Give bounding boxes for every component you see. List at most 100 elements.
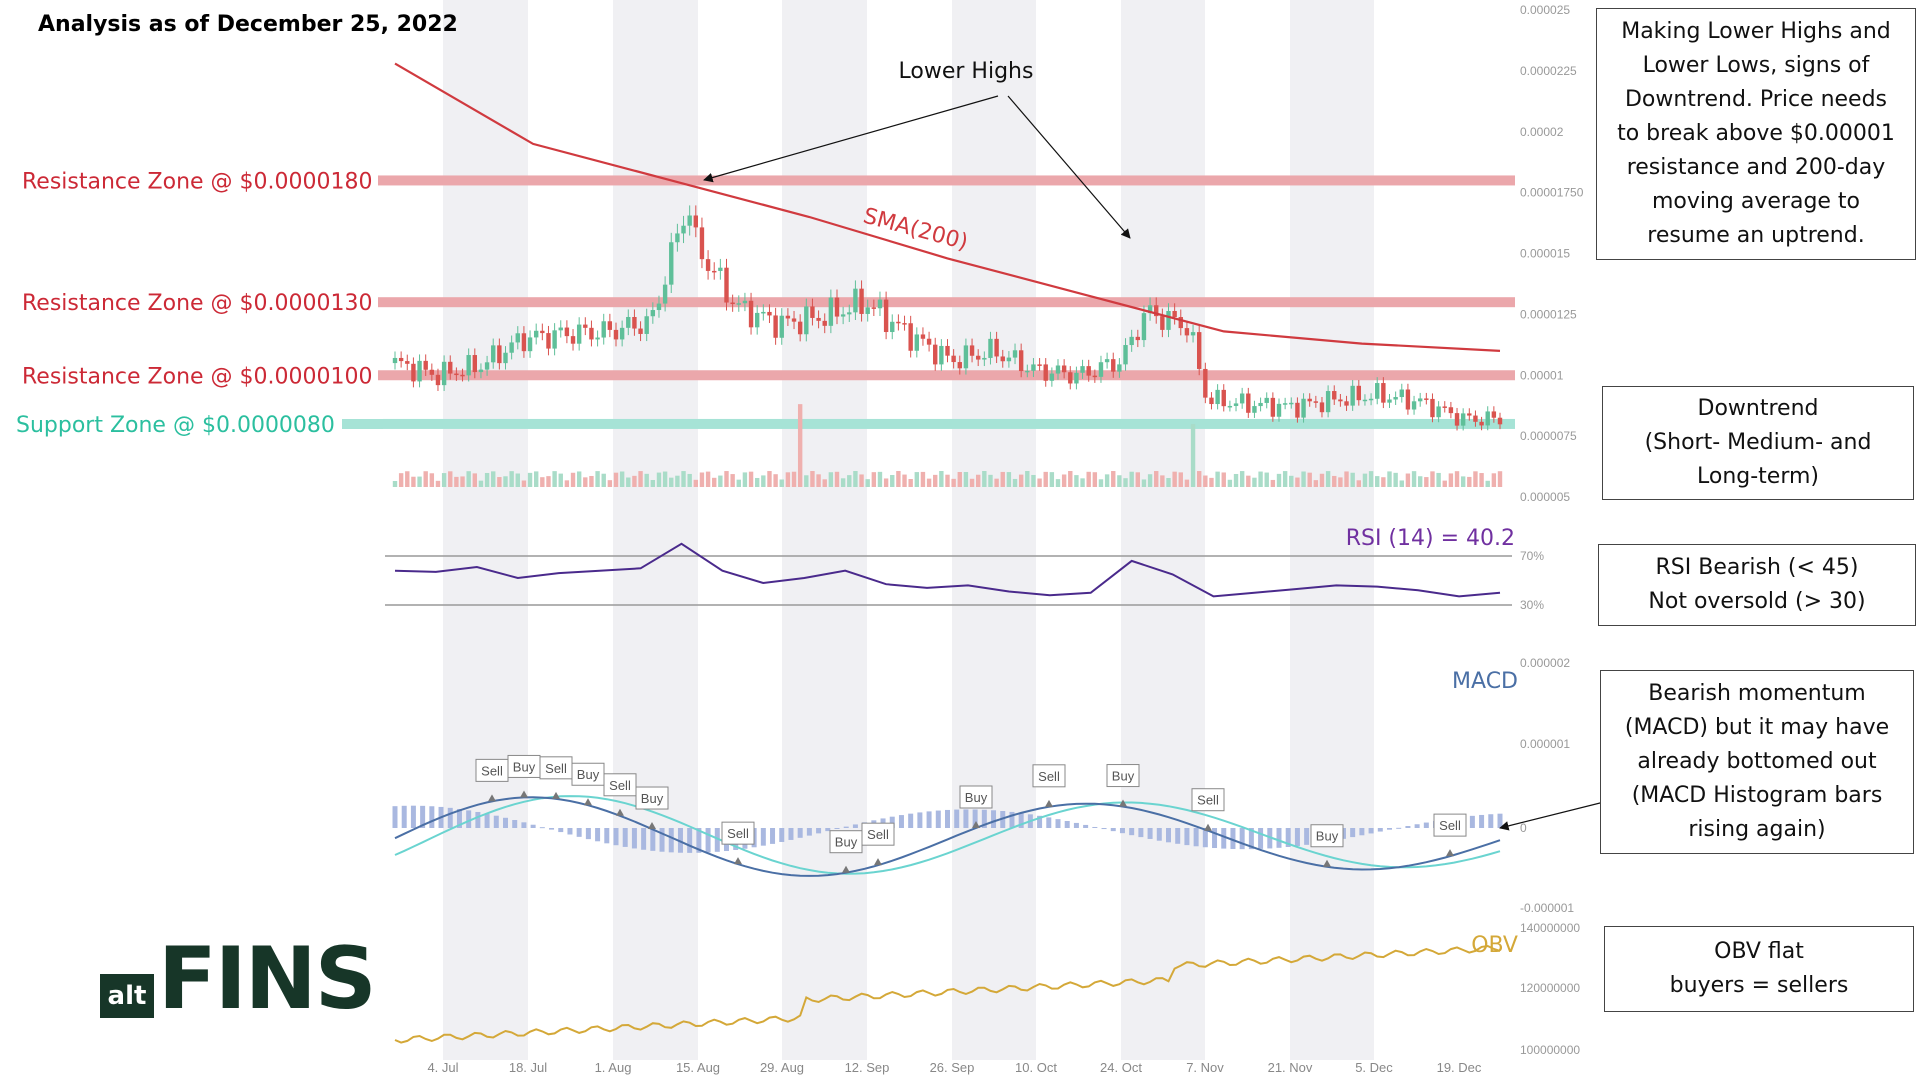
x-tick-label: 4. Jul <box>427 1060 458 1075</box>
volume-bar <box>736 479 741 487</box>
volume-bar <box>515 473 520 487</box>
candle-body <box>1196 332 1202 369</box>
candle-body <box>877 299 883 309</box>
x-tick-label: 12. Sep <box>845 1060 890 1075</box>
macd-signal-flag <box>959 785 993 809</box>
volume-bar <box>933 474 938 487</box>
volume-bar <box>804 475 809 487</box>
volume-bar <box>392 481 398 487</box>
volume-bar <box>834 471 840 487</box>
price-tick-label: 0.0000125 <box>1520 307 1577 321</box>
candle-body <box>656 303 662 311</box>
volume-bar <box>405 471 410 487</box>
macd-hist-bar <box>797 828 803 838</box>
rsi-value-label: RSI (14) = 40.2 <box>1346 526 1515 551</box>
candle-body <box>871 307 877 309</box>
obv-tick-label: 120000000 <box>1520 981 1580 995</box>
candle-body <box>957 362 962 369</box>
volume-bar <box>705 471 711 487</box>
macd-hist-bar <box>622 828 628 847</box>
volume-bar <box>1307 472 1312 487</box>
x-tick-label: 21. Nov <box>1268 1060 1313 1075</box>
obv-line <box>394 944 1501 1044</box>
macd-hist-bar <box>503 817 508 828</box>
macd-hist-bar <box>1405 826 1411 828</box>
macd-hist-bar <box>972 809 978 828</box>
price-tick-label: 0.000015 <box>1520 247 1570 261</box>
candle-body <box>975 355 981 360</box>
candle-body <box>1129 336 1134 346</box>
macd-signal-marker <box>1119 799 1127 807</box>
x-tick-label: 29. Aug <box>760 1060 804 1075</box>
volume-bar <box>1467 476 1472 487</box>
volume-bar <box>1479 473 1484 487</box>
candle-body <box>448 361 453 374</box>
volume-bar <box>601 473 606 487</box>
macd-hist-bar <box>1083 824 1089 828</box>
candle-body <box>1442 406 1447 408</box>
candle-body <box>828 297 834 326</box>
volume-bar <box>890 475 895 487</box>
candle-body <box>933 344 938 365</box>
candle-body <box>1338 399 1343 402</box>
candle-body <box>1227 405 1233 408</box>
volume-bar <box>1055 479 1061 487</box>
volume-bar <box>1172 471 1177 487</box>
volume-bar <box>951 478 956 487</box>
candle-body <box>865 307 870 314</box>
volume-bar <box>1239 471 1245 487</box>
resistance-zone-band <box>383 175 1515 186</box>
volume-bar <box>1154 471 1159 487</box>
candle-body <box>1043 364 1048 381</box>
x-tick-label: 7. Nov <box>1186 1060 1224 1075</box>
volume-bar <box>1012 478 1018 487</box>
candle-body <box>736 303 741 305</box>
candle-body <box>515 333 520 343</box>
volume-bar <box>1068 471 1073 487</box>
volume-bar <box>1270 479 1276 487</box>
candle-body <box>1362 399 1368 402</box>
volume-bar <box>1221 472 1226 487</box>
candle-body <box>1479 421 1484 426</box>
candle-body <box>1252 406 1257 413</box>
volume-bar <box>1325 471 1331 487</box>
logo-wordmark: FINS <box>158 929 377 1029</box>
macd-hist-bar <box>613 828 619 846</box>
volume-bar <box>1491 473 1497 487</box>
candle-body <box>1282 403 1288 405</box>
obv-tick-label: 140000000 <box>1520 921 1580 935</box>
macd-hist-bar <box>1285 828 1291 847</box>
macd-hist-bar <box>466 810 472 828</box>
macd-hist-bar <box>816 828 822 834</box>
macd-tick-label: 0.000001 <box>1520 737 1570 751</box>
macd-hist-bar <box>641 828 647 850</box>
candle-body <box>718 267 723 271</box>
candle-body <box>595 337 600 340</box>
volume-bar <box>466 471 471 487</box>
macd-hist-bar <box>475 811 481 828</box>
volume-bar <box>533 471 539 487</box>
volume-bar <box>1037 478 1042 487</box>
macd-hist-bar <box>825 828 831 832</box>
volume-bar <box>908 478 913 487</box>
volume-bar <box>1485 480 1490 487</box>
candle-body <box>1178 317 1183 329</box>
macd-tick-label: 0 <box>1520 821 1527 835</box>
price-tick-label: 0.000025 <box>1520 3 1570 17</box>
volume-bar <box>589 475 594 487</box>
price-tick-label: 0.00001 <box>1520 368 1564 382</box>
volume-bar <box>1233 473 1239 487</box>
candle-body <box>1117 364 1122 372</box>
volume-bar <box>1086 471 1091 487</box>
macd-signal-marker <box>1045 799 1053 807</box>
macd-hist-bar <box>1129 828 1135 836</box>
candle-body <box>1485 411 1490 426</box>
candle-body <box>1215 389 1220 405</box>
candle-body <box>398 357 404 362</box>
macd-hist-bar <box>917 812 923 828</box>
support-zone-band <box>383 418 1515 429</box>
macd-hist-bar <box>1064 820 1070 828</box>
support-zone-label: Support Zone @ $0.0000080 <box>16 413 335 438</box>
volume-bar <box>1203 475 1208 487</box>
